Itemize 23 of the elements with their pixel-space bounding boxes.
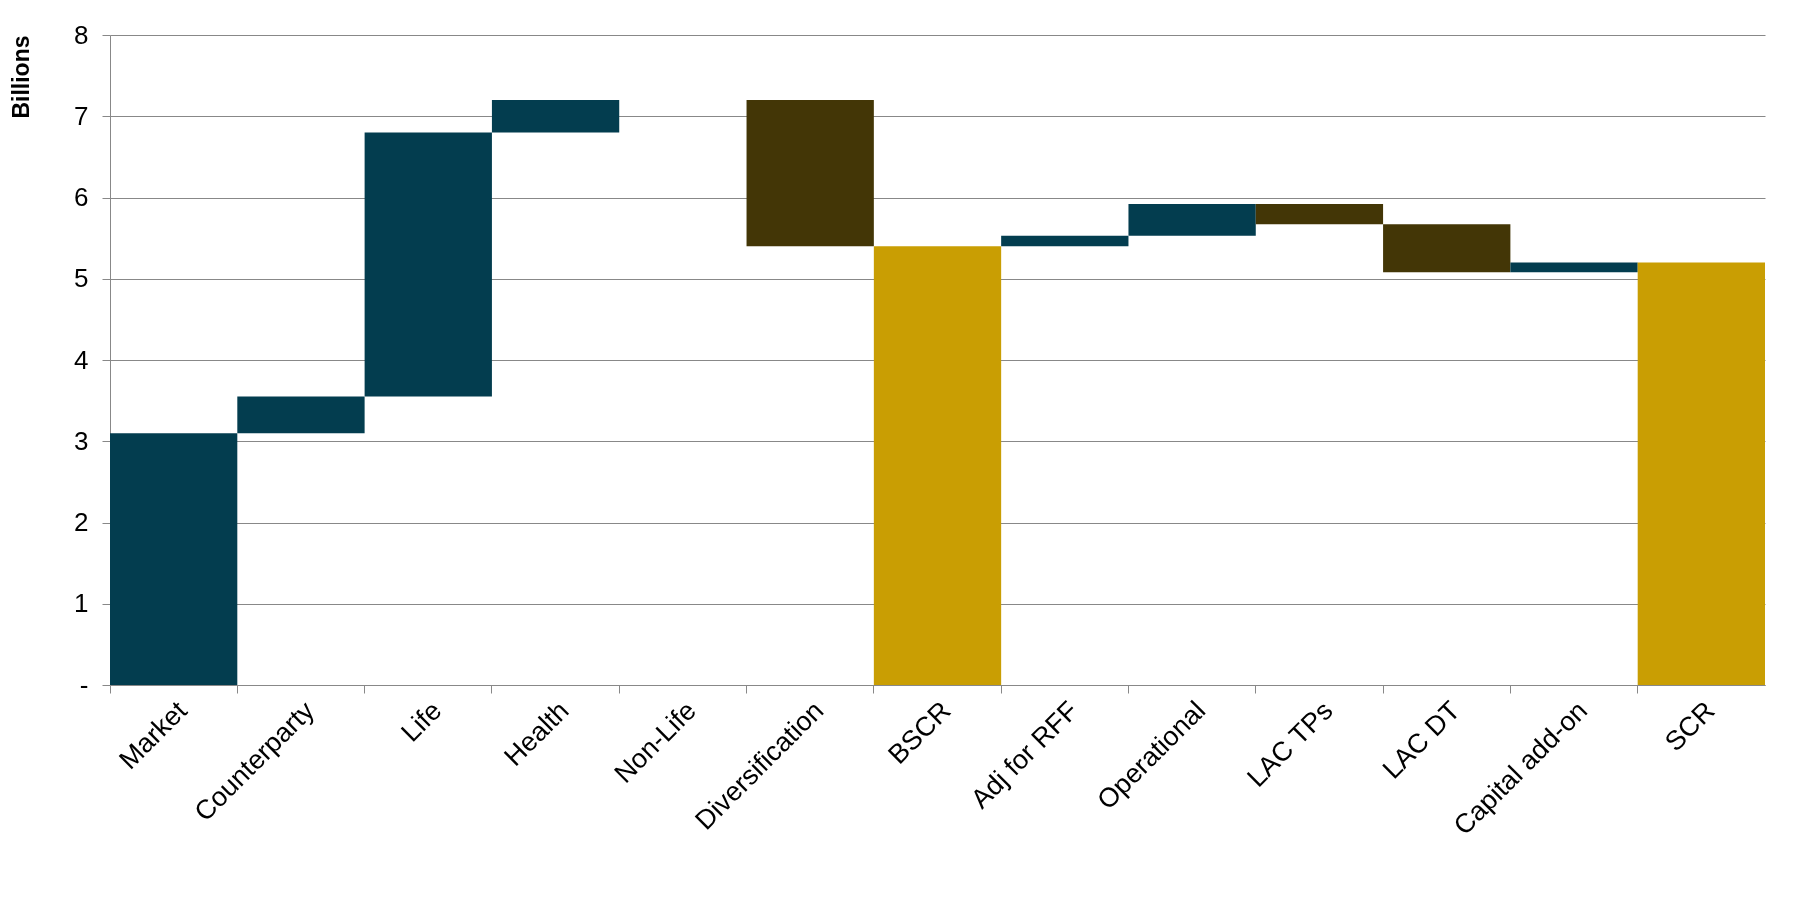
bar — [1255, 204, 1384, 225]
bar — [491, 100, 620, 133]
bar — [110, 433, 238, 685]
bar — [364, 132, 492, 397]
y-tick-label: 7 — [74, 100, 89, 131]
bar — [873, 246, 1002, 685]
bar — [1001, 235, 1129, 247]
y-tick-label: - — [79, 669, 89, 700]
y-tick-label: 3 — [74, 425, 89, 456]
y-axis-title: Billions — [8, 35, 35, 119]
bar — [1383, 224, 1511, 273]
bar — [1510, 262, 1638, 273]
y-tick-label: 6 — [74, 182, 89, 212]
y-tick-label: 4 — [74, 344, 89, 375]
bar — [237, 396, 365, 434]
y-tick-label: 1 — [74, 588, 89, 619]
x-tick-label: Life — [395, 695, 448, 748]
y-tick-label: 5 — [74, 263, 89, 294]
bar — [1128, 204, 1256, 236]
bar — [1637, 262, 1765, 685]
y-tick-label: 2 — [74, 507, 89, 537]
bar — [746, 100, 874, 247]
y-tick-label: 8 — [74, 19, 89, 50]
